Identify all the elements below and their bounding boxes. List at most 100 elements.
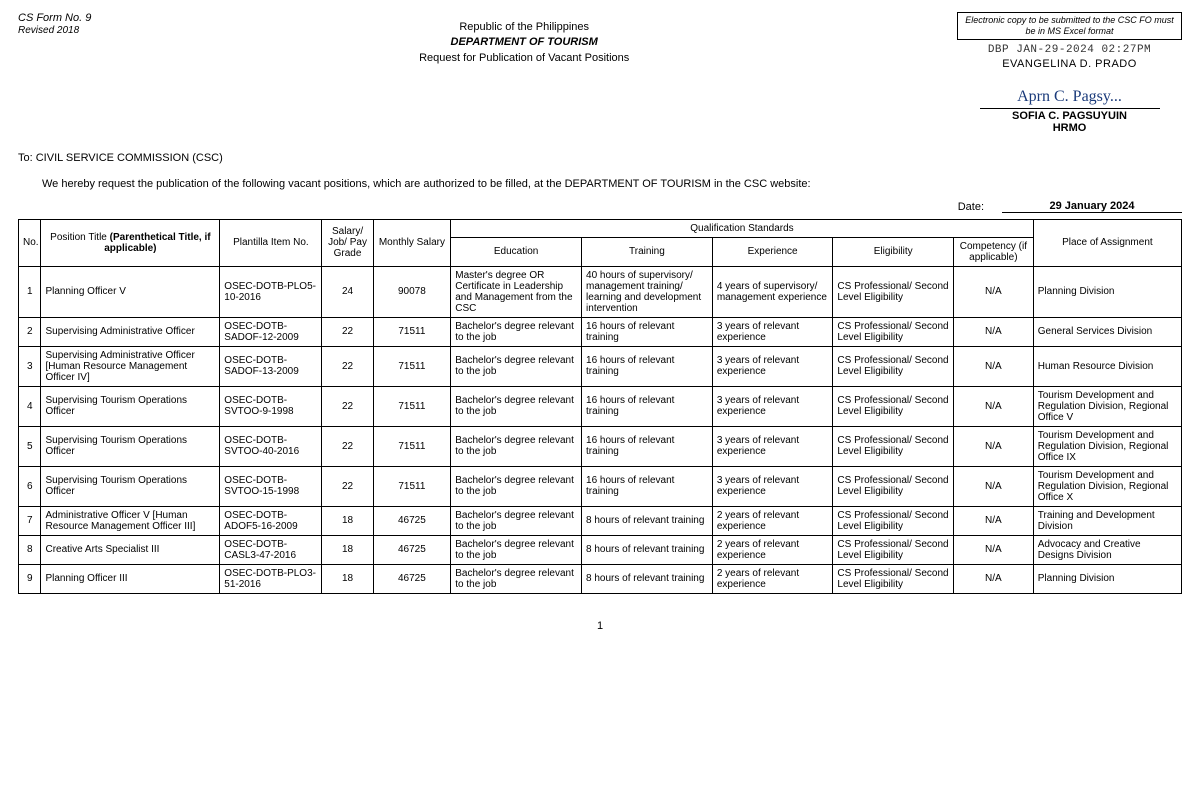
- cell-item: OSEC-DOTB-SVTOO-9-1998: [220, 386, 322, 426]
- header-department: DEPARTMENT OF TOURISM: [91, 35, 957, 50]
- header-republic: Republic of the Philippines: [91, 20, 957, 35]
- receipt-stamp: DBP JAN-29-2024 02:27PM: [988, 44, 1151, 56]
- cell-eligibility: CS Professional/ Second Level Eligibilit…: [833, 426, 954, 466]
- cell-education: Bachelor's degree relevant to the job: [451, 386, 582, 426]
- cell-place: Tourism Development and Regulation Divis…: [1033, 386, 1181, 426]
- cell-place: General Services Division: [1033, 317, 1181, 346]
- cell-position: Supervising Tourism Operations Officer: [41, 466, 220, 506]
- cell-position: Supervising Administrative Officer: [41, 317, 220, 346]
- cell-experience: 2 years of relevant experience: [712, 506, 833, 535]
- cell-training: 8 hours of relevant training: [582, 535, 713, 564]
- cell-education: Bachelor's degree relevant to the job: [451, 426, 582, 466]
- cell-item: OSEC-DOTB-PLO3-51-2016: [220, 564, 322, 593]
- cell-training: 8 hours of relevant training: [582, 564, 713, 593]
- intro-text: We hereby request the publication of the…: [42, 178, 1182, 190]
- date-row: Date: 29 January 2024: [18, 200, 1182, 213]
- cell-item: OSEC-DOTB-SVTOO-40-2016: [220, 426, 322, 466]
- notice-box: Electronic copy to be submitted to the C…: [957, 12, 1182, 40]
- table-row: 2Supervising Administrative OfficerOSEC-…: [19, 317, 1182, 346]
- cell-place: Planning Division: [1033, 564, 1181, 593]
- cell-education: Bachelor's degree relevant to the job: [451, 564, 582, 593]
- cell-item: OSEC-DOTB-SADOF-13-2009: [220, 346, 322, 386]
- cell-position: Supervising Tourism Operations Officer: [41, 426, 220, 466]
- date-value: 29 January 2024: [1002, 200, 1182, 213]
- cell-grade: 22: [322, 426, 373, 466]
- cell-salary: 46725: [373, 535, 451, 564]
- th-no: No.: [19, 219, 41, 266]
- signature-script: Aprn C. Pagsy...: [1017, 88, 1122, 106]
- cell-no: 9: [19, 564, 41, 593]
- table-row: 7Administrative Officer V [Human Resourc…: [19, 506, 1182, 535]
- cell-position: Administrative Officer V [Human Resource…: [41, 506, 220, 535]
- form-revised: Revised 2018: [18, 25, 91, 37]
- cell-place: Human Resource Division: [1033, 346, 1181, 386]
- cell-experience: 3 years of relevant experience: [712, 346, 833, 386]
- cell-competency: N/A: [953, 266, 1033, 317]
- th-position: Position Title (Parenthetical Title, if …: [41, 219, 220, 266]
- cell-experience: 3 years of relevant experience: [712, 466, 833, 506]
- cell-training: 16 hours of relevant training: [582, 466, 713, 506]
- cell-salary: 90078: [373, 266, 451, 317]
- cell-experience: 4 years of supervisory/ management exper…: [712, 266, 833, 317]
- cell-item: OSEC-DOTB-SVTOO-15-1998: [220, 466, 322, 506]
- cell-position: Creative Arts Specialist III: [41, 535, 220, 564]
- th-eligibility: Eligibility: [833, 237, 954, 266]
- cell-eligibility: CS Professional/ Second Level Eligibilit…: [833, 266, 954, 317]
- cell-no: 5: [19, 426, 41, 466]
- cell-training: 40 hours of supervisory/ management trai…: [582, 266, 713, 317]
- cell-training: 16 hours of relevant training: [582, 426, 713, 466]
- cell-grade: 18: [322, 535, 373, 564]
- cell-grade: 24: [322, 266, 373, 317]
- cell-experience: 3 years of relevant experience: [712, 426, 833, 466]
- cell-item: OSEC-DOTB-CASL3-47-2016: [220, 535, 322, 564]
- cell-no: 1: [19, 266, 41, 317]
- th-item: Plantilla Item No.: [220, 219, 322, 266]
- cell-no: 3: [19, 346, 41, 386]
- cell-place: Planning Division: [1033, 266, 1181, 317]
- cell-grade: 18: [322, 564, 373, 593]
- table-row: 8Creative Arts Specialist IIIOSEC-DOTB-C…: [19, 535, 1182, 564]
- cell-no: 4: [19, 386, 41, 426]
- table-row: 5Supervising Tourism Operations OfficerO…: [19, 426, 1182, 466]
- cell-eligibility: CS Professional/ Second Level Eligibilit…: [833, 506, 954, 535]
- table-row: 1Planning Officer VOSEC-DOTB-PLO5-10-201…: [19, 266, 1182, 317]
- cell-experience: 2 years of relevant experience: [712, 535, 833, 564]
- cell-competency: N/A: [953, 426, 1033, 466]
- cell-eligibility: CS Professional/ Second Level Eligibilit…: [833, 317, 954, 346]
- cell-training: 16 hours of relevant training: [582, 317, 713, 346]
- th-place: Place of Assignment: [1033, 219, 1181, 266]
- cell-experience: 3 years of relevant experience: [712, 317, 833, 346]
- th-competency: Competency (if applicable): [953, 237, 1033, 266]
- cell-education: Bachelor's degree relevant to the job: [451, 346, 582, 386]
- cell-grade: 18: [322, 506, 373, 535]
- header-subtitle: Request for Publication of Vacant Positi…: [91, 51, 957, 66]
- cell-education: Bachelor's degree relevant to the job: [451, 466, 582, 506]
- cell-education: Master's degree OR Certificate in Leader…: [451, 266, 582, 317]
- th-grade: Salary/ Job/ Pay Grade: [322, 219, 373, 266]
- cell-competency: N/A: [953, 346, 1033, 386]
- cell-training: 16 hours of relevant training: [582, 386, 713, 426]
- cell-salary: 71511: [373, 386, 451, 426]
- cell-position: Supervising Administrative Officer [Huma…: [41, 346, 220, 386]
- hrmo-name: SOFIA C. PAGSUYUIN: [980, 108, 1160, 122]
- cell-competency: N/A: [953, 317, 1033, 346]
- cell-eligibility: CS Professional/ Second Level Eligibilit…: [833, 346, 954, 386]
- cell-grade: 22: [322, 346, 373, 386]
- cell-competency: N/A: [953, 564, 1033, 593]
- cell-salary: 46725: [373, 564, 451, 593]
- addressee: To: CIVIL SERVICE COMMISSION (CSC): [18, 152, 1182, 164]
- cell-position: Supervising Tourism Operations Officer: [41, 386, 220, 426]
- cell-item: OSEC-DOTB-PLO5-10-2016: [220, 266, 322, 317]
- table-row: 9Planning Officer IIIOSEC-DOTB-PLO3-51-2…: [19, 564, 1182, 593]
- cell-training: 8 hours of relevant training: [582, 506, 713, 535]
- cell-competency: N/A: [953, 386, 1033, 426]
- cell-salary: 71511: [373, 317, 451, 346]
- cell-training: 16 hours of relevant training: [582, 346, 713, 386]
- cell-no: 7: [19, 506, 41, 535]
- cell-education: Bachelor's degree relevant to the job: [451, 317, 582, 346]
- hrmo-label: HRMO: [1053, 122, 1087, 134]
- form-number: CS Form No. 9: [18, 12, 91, 25]
- th-qs: Qualification Standards: [451, 219, 1034, 237]
- table-row: 6Supervising Tourism Operations OfficerO…: [19, 466, 1182, 506]
- cell-competency: N/A: [953, 535, 1033, 564]
